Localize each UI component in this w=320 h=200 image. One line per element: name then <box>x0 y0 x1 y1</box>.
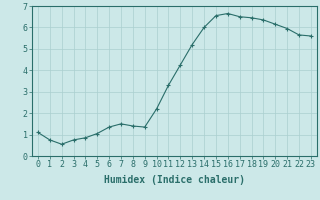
X-axis label: Humidex (Indice chaleur): Humidex (Indice chaleur) <box>104 175 245 185</box>
